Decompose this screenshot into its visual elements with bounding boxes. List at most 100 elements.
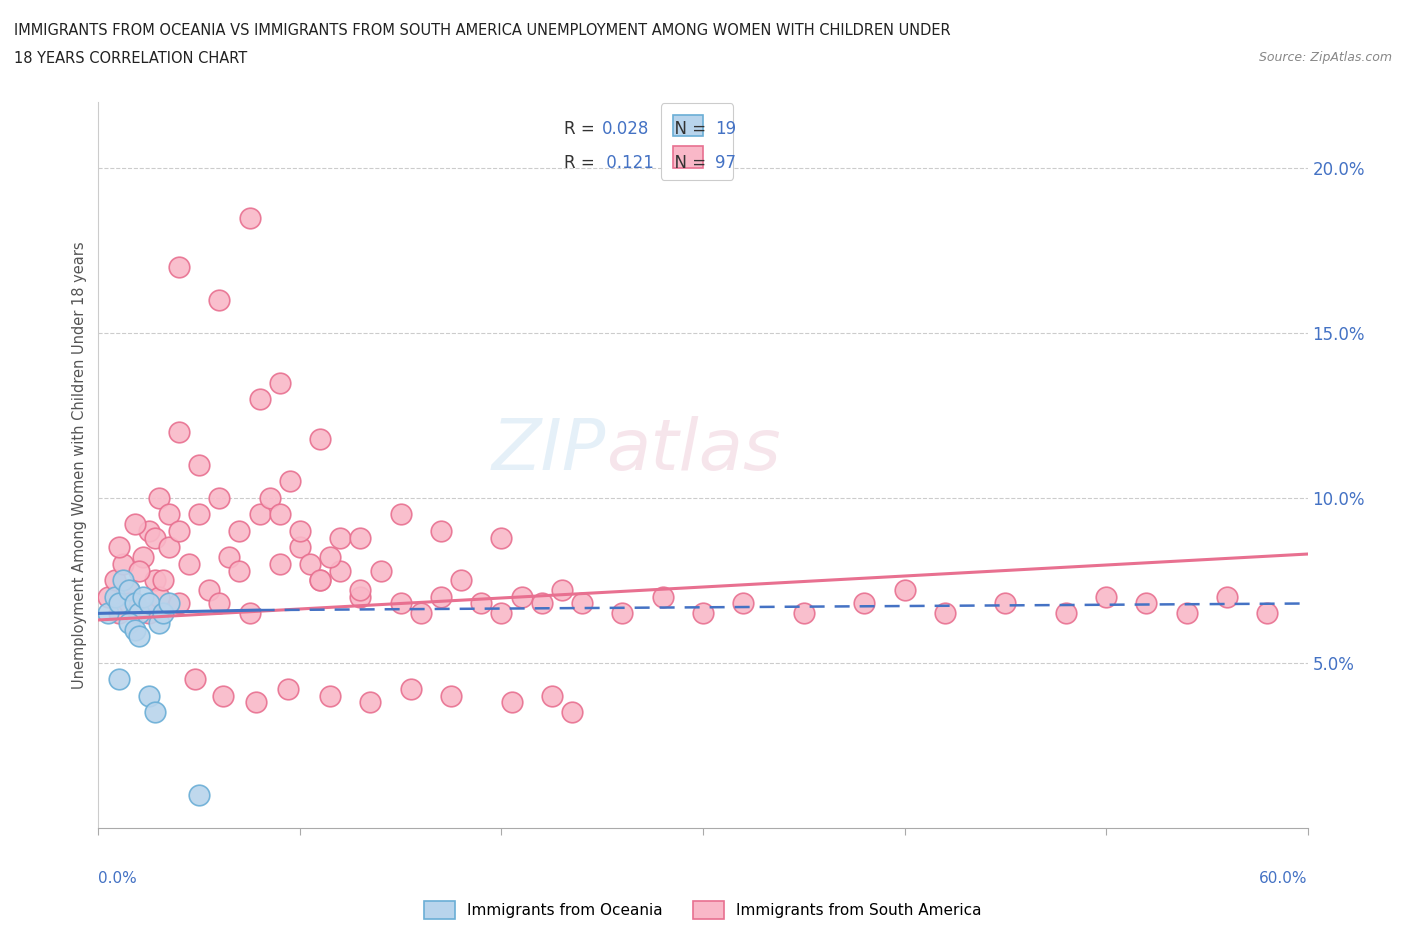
Text: 18 YEARS CORRELATION CHART: 18 YEARS CORRELATION CHART bbox=[14, 51, 247, 66]
Point bbox=[259, 490, 281, 505]
Point bbox=[501, 695, 523, 710]
Point bbox=[138, 688, 160, 703]
Point bbox=[470, 596, 492, 611]
Point bbox=[118, 583, 141, 598]
Point bbox=[138, 596, 160, 611]
Point bbox=[349, 590, 371, 604]
Point bbox=[893, 583, 915, 598]
Point bbox=[349, 530, 371, 545]
Point bbox=[111, 573, 134, 588]
Point bbox=[491, 606, 513, 621]
Point bbox=[198, 583, 221, 598]
Point bbox=[510, 590, 533, 604]
Point bbox=[103, 590, 125, 604]
Point bbox=[692, 606, 714, 621]
Text: ZIP: ZIP bbox=[492, 416, 606, 485]
Point bbox=[309, 573, 332, 588]
Point bbox=[491, 530, 513, 545]
Point bbox=[148, 616, 170, 631]
Point bbox=[430, 590, 453, 604]
Point bbox=[157, 596, 180, 611]
Y-axis label: Unemployment Among Women with Children Under 18 years: Unemployment Among Women with Children U… bbox=[72, 241, 87, 689]
Text: 97: 97 bbox=[716, 153, 737, 172]
Point bbox=[239, 210, 262, 225]
Point bbox=[853, 596, 876, 611]
Text: IMMIGRANTS FROM OCEANIA VS IMMIGRANTS FROM SOUTH AMERICA UNEMPLOYMENT AMONG WOME: IMMIGRANTS FROM OCEANIA VS IMMIGRANTS FR… bbox=[14, 23, 950, 38]
Text: Source: ZipAtlas.com: Source: ZipAtlas.com bbox=[1258, 51, 1392, 64]
Point bbox=[1135, 596, 1157, 611]
Point bbox=[370, 563, 392, 578]
Point bbox=[188, 458, 211, 472]
Point bbox=[349, 583, 371, 598]
Point bbox=[430, 524, 453, 538]
Point bbox=[571, 596, 593, 611]
Point bbox=[128, 629, 150, 644]
Text: R =: R = bbox=[564, 153, 600, 172]
Point bbox=[132, 550, 155, 565]
Point bbox=[128, 606, 150, 621]
Point bbox=[128, 563, 150, 578]
Point bbox=[208, 490, 231, 505]
Point bbox=[124, 622, 146, 637]
Point bbox=[245, 695, 267, 710]
Text: 0.121: 0.121 bbox=[602, 153, 654, 172]
Point bbox=[994, 596, 1017, 611]
Text: 19: 19 bbox=[716, 120, 737, 139]
Point bbox=[399, 682, 422, 697]
Point bbox=[167, 425, 190, 440]
Point bbox=[118, 596, 141, 611]
Point bbox=[179, 556, 201, 571]
Point bbox=[184, 671, 207, 686]
Point bbox=[132, 590, 155, 604]
Point bbox=[218, 550, 240, 565]
Point bbox=[793, 606, 815, 621]
Text: atlas: atlas bbox=[606, 416, 780, 485]
Point bbox=[651, 590, 673, 604]
Point bbox=[208, 293, 231, 308]
Point bbox=[157, 540, 180, 555]
Point bbox=[157, 507, 180, 522]
Point bbox=[269, 375, 291, 390]
Point bbox=[148, 590, 170, 604]
Text: 60.0%: 60.0% bbox=[1260, 871, 1308, 886]
Point bbox=[389, 596, 412, 611]
Point bbox=[167, 524, 190, 538]
Point bbox=[148, 490, 170, 505]
Point bbox=[733, 596, 755, 611]
Point bbox=[269, 507, 291, 522]
Point bbox=[329, 530, 352, 545]
Point bbox=[111, 556, 134, 571]
Point bbox=[1095, 590, 1118, 604]
Text: N =: N = bbox=[664, 153, 711, 172]
Point bbox=[228, 563, 250, 578]
Point bbox=[143, 705, 166, 720]
Point bbox=[249, 507, 271, 522]
Point bbox=[167, 596, 190, 611]
Point bbox=[143, 530, 166, 545]
Point bbox=[540, 688, 562, 703]
Point bbox=[319, 688, 342, 703]
Point bbox=[440, 688, 463, 703]
Point bbox=[288, 524, 311, 538]
Point bbox=[450, 573, 472, 588]
Point bbox=[288, 540, 311, 555]
Point bbox=[107, 540, 129, 555]
Point bbox=[1256, 606, 1278, 621]
Point bbox=[118, 583, 141, 598]
Point bbox=[299, 556, 322, 571]
Point bbox=[124, 517, 146, 532]
Point bbox=[138, 606, 160, 621]
Point bbox=[269, 556, 291, 571]
Point bbox=[228, 524, 250, 538]
Point bbox=[167, 259, 190, 274]
Point bbox=[239, 606, 262, 621]
Point bbox=[561, 705, 583, 720]
Point bbox=[309, 432, 332, 446]
Point bbox=[124, 596, 146, 611]
Point bbox=[319, 550, 342, 565]
Point bbox=[152, 573, 174, 588]
Point bbox=[1054, 606, 1077, 621]
Point bbox=[97, 606, 120, 621]
Point bbox=[97, 590, 120, 604]
Text: 0.0%: 0.0% bbox=[98, 871, 138, 886]
